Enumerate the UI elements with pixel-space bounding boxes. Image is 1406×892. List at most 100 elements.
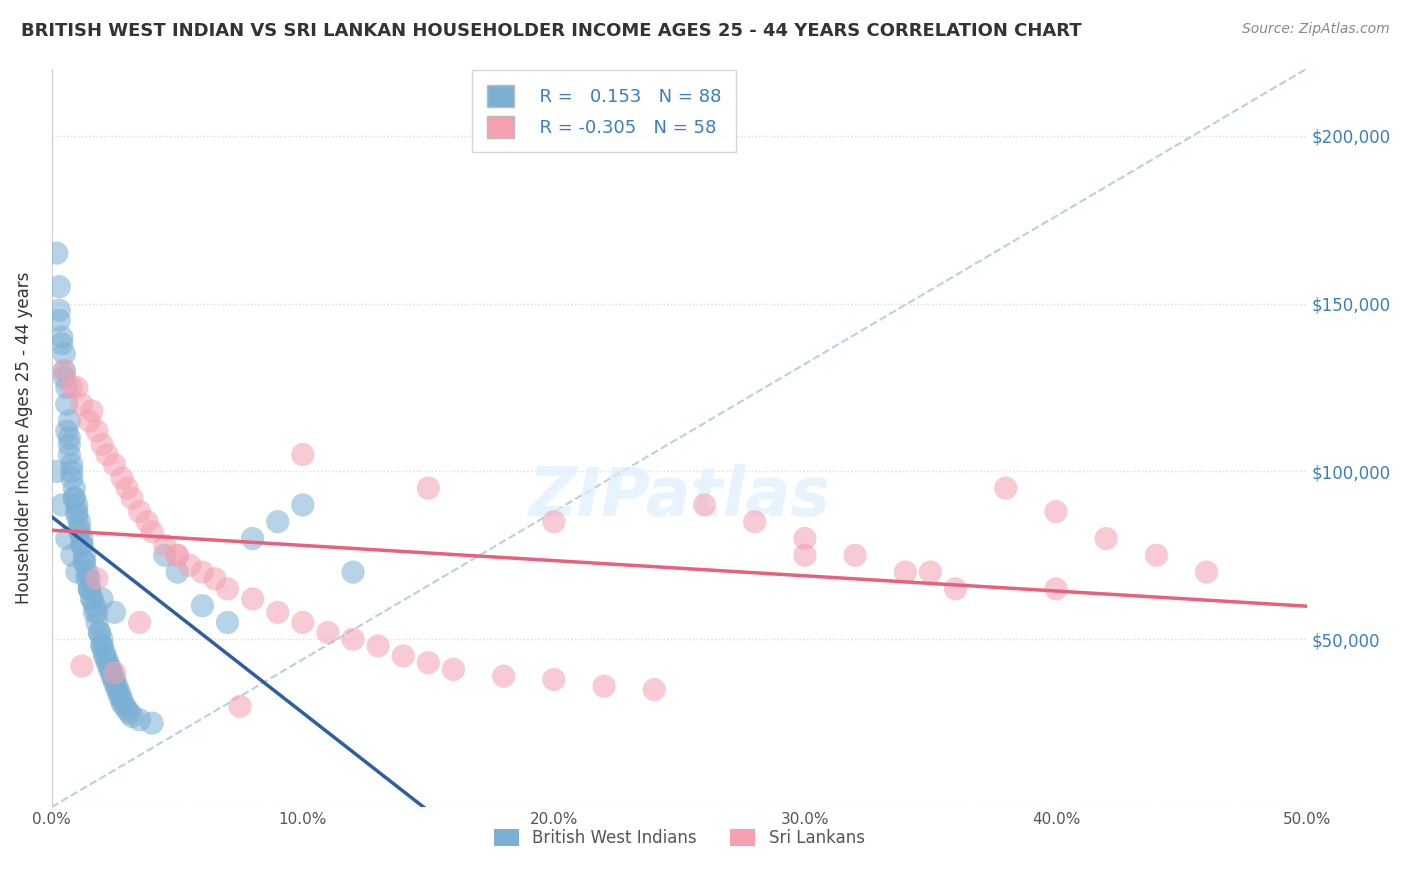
Point [79,572,101,586]
Point [56,424,79,438]
Point [51,498,73,512]
Point [103,676,125,690]
Point [60,458,83,472]
Point [80,591,103,606]
Point [70,538,93,552]
Point [179,558,201,573]
Point [121,709,143,723]
Point [693,498,716,512]
Point [58,437,80,451]
Point [76,565,98,579]
Text: ZIPatlas: ZIPatlas [529,464,831,530]
Point [128,615,150,630]
Point [945,582,967,596]
Point [48,313,70,327]
Point [73,555,96,569]
Y-axis label: Householder Income Ages 25 - 44 years: Householder Income Ages 25 - 44 years [15,271,32,604]
Point [141,716,163,731]
Point [108,690,131,704]
Point [63,491,86,506]
Point [392,648,415,663]
Point [63,491,86,506]
Point [793,532,815,546]
Point [367,639,389,653]
Point [93,646,115,660]
Point [89,625,111,640]
Point [53,364,76,378]
Point [103,673,125,687]
Point [1045,505,1067,519]
Point [111,696,134,710]
Point [101,665,124,680]
Text: BRITISH WEST INDIAN VS SRI LANKAN HOUSEHOLDER INCOME AGES 25 - 44 YEARS CORRELAT: BRITISH WEST INDIAN VS SRI LANKAN HOUSEH… [21,22,1081,40]
Point [153,538,176,552]
Point [73,555,96,569]
Point [217,582,239,596]
Point [66,565,89,579]
Point [86,615,108,630]
Point [121,491,143,506]
Point [166,565,188,579]
Point [83,599,105,613]
Point [98,659,121,673]
Point [128,713,150,727]
Point [166,549,188,563]
Point [793,549,815,563]
Point [66,498,89,512]
Point [86,572,108,586]
Point [291,448,314,462]
Point [1045,582,1067,596]
Point [103,458,125,472]
Point [593,679,616,693]
Point [141,524,163,539]
Point [45,246,67,260]
Point [51,336,73,351]
Point [70,532,93,546]
Legend: British West Indians, Sri Lankans: British West Indians, Sri Lankans [488,822,872,855]
Point [114,699,136,714]
Point [56,397,79,411]
Point [894,565,917,579]
Point [66,380,89,394]
Point [267,515,290,529]
Point [229,699,252,714]
Point [89,625,111,640]
Point [83,605,105,619]
Text: Source: ZipAtlas.com: Source: ZipAtlas.com [1241,22,1389,37]
Point [217,615,239,630]
Point [103,665,125,680]
Point [166,549,188,563]
Point [418,481,440,495]
Point [98,662,121,676]
Point [58,414,80,428]
Point [60,471,83,485]
Point [86,605,108,619]
Point [204,572,226,586]
Point [920,565,942,579]
Point [70,659,93,673]
Point [91,591,114,606]
Point [111,692,134,706]
Point [101,669,124,683]
Point [267,605,290,619]
Point [118,706,141,720]
Point [79,582,101,596]
Point [128,505,150,519]
Point [53,370,76,384]
Point [56,532,79,546]
Point [96,448,118,462]
Point [80,404,103,418]
Point [67,515,90,529]
Point [53,364,76,378]
Point [67,524,90,539]
Point [91,632,114,647]
Point [1195,565,1218,579]
Point [105,682,128,697]
Point [543,673,565,687]
Point [96,652,118,666]
Point [316,625,339,640]
Point [60,549,83,563]
Point [51,330,73,344]
Point [48,303,70,318]
Point [543,515,565,529]
